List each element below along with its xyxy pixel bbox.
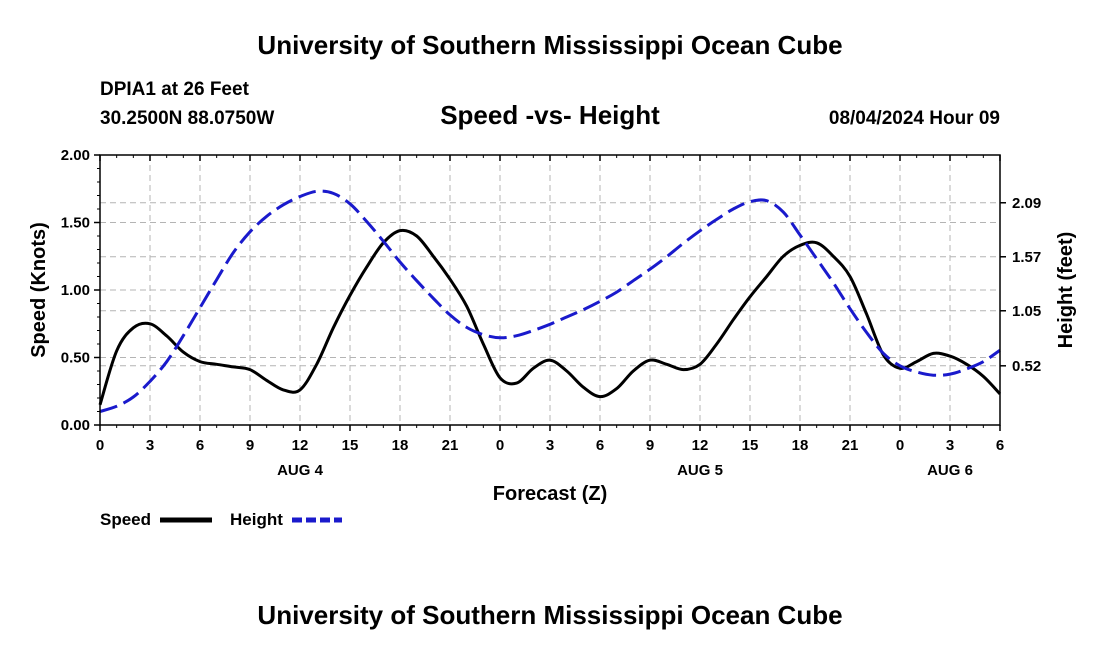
coordinates-label: 30.2500N 88.0750W [100, 108, 274, 129]
x-tick-label: 12 [692, 437, 709, 454]
x-tick-label: 3 [946, 437, 954, 454]
left-axis-ticks: 0.00 0.50 1.00 1.50 2.00 [61, 147, 100, 434]
right-axis-ticks: 0.52 1.05 1.57 2.09 [1000, 195, 1041, 375]
right-tick-label: 2.09 [1012, 195, 1041, 212]
x-tick-label: 9 [246, 437, 254, 454]
day-label: AUG 6 [927, 462, 973, 479]
x-tick-label: 21 [442, 437, 459, 454]
x-tick-label: 0 [496, 437, 504, 454]
x-tick-label: 12 [292, 437, 309, 454]
day-label: AUG 4 [277, 462, 324, 479]
series-line-speed [98, 228, 1002, 406]
right-tick-label: 0.52 [1012, 358, 1041, 375]
right-tick-label: 1.05 [1012, 303, 1041, 320]
day-label: AUG 5 [677, 462, 723, 479]
series-layer [98, 189, 1002, 413]
legend-label-height: Height [230, 510, 283, 529]
legend: Speed Height [100, 510, 342, 529]
x-tick-label: 6 [196, 437, 204, 454]
x-tick-label: 15 [742, 437, 759, 454]
x-tick-label: 21 [842, 437, 859, 454]
datetime-label: 08/04/2024 Hour 09 [829, 108, 1000, 129]
x-tick-label: 0 [96, 437, 104, 454]
left-tick-label: 0.50 [61, 350, 90, 367]
x-tick-label: 0 [896, 437, 904, 454]
footer-title: University of Southern Mississippi Ocean… [257, 600, 842, 630]
right-axis-title: Height (feet) [1055, 232, 1077, 349]
left-axis-title: Speed (Knots) [28, 222, 50, 358]
series-line-height [99, 189, 1001, 413]
legend-label-speed: Speed [100, 510, 151, 529]
station-label: DPIA1 at 26 Feet [100, 79, 250, 100]
x-tick-label: 3 [546, 437, 554, 454]
left-tick-label: 1.00 [61, 282, 90, 299]
chart-title: Speed -vs- Height [440, 100, 660, 130]
x-axis-ticks: 0 3 6 9 12 15 18 21 0 3 6 9 12 15 18 21 0 3 6 [96, 155, 1004, 454]
x-tick-label: 9 [646, 437, 654, 454]
x-tick-label: 15 [342, 437, 359, 454]
left-tick-label: 1.50 [61, 215, 90, 232]
x-axis-title: Forecast (Z) [493, 483, 607, 505]
left-tick-label: 0.00 [61, 417, 90, 434]
x-tick-label: 18 [392, 437, 409, 454]
left-tick-label: 2.00 [61, 147, 90, 164]
x-tick-label: 6 [596, 437, 604, 454]
right-tick-label: 1.57 [1012, 249, 1041, 266]
day-labels: AUG 4 AUG 5 AUG 6 [277, 462, 973, 479]
plot-area: 0 3 6 9 12 15 18 21 0 3 6 9 12 15 18 21 0 3 6 0.00 0.50 1.00… [61, 147, 1041, 479]
header-title: University of Southern Mississippi Ocean… [257, 30, 842, 60]
x-tick-label: 18 [792, 437, 809, 454]
grid-lines [100, 155, 1000, 425]
x-tick-label: 6 [996, 437, 1004, 454]
x-tick-label: 3 [146, 437, 154, 454]
